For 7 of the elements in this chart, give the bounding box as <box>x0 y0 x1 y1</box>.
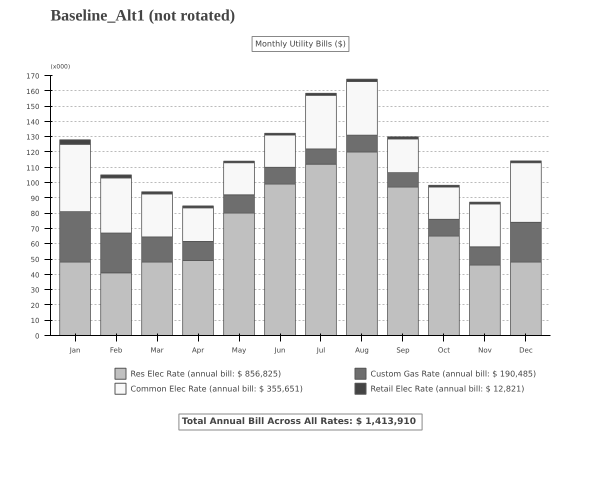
chart-subtitle: Monthly Utility Bills ($) <box>255 40 346 48</box>
legend-label: Custom Gas Rate (annual bill: $ 190,485) <box>370 369 536 378</box>
legend-label: Res Elec Rate (annual bill: $ 856,825) <box>130 369 282 378</box>
legend-label: Retail Elec Rate (annual bill: $ 12,821) <box>370 384 524 394</box>
text: Total Annual Bill Across All Rates: $ 1,413,910 <box>182 417 416 427</box>
legend-label: Common Elec Rate (annual bill: $ 355,651) <box>130 384 303 394</box>
chart-title: Baseline_Alt1 (not rotated) <box>50 8 236 24</box>
